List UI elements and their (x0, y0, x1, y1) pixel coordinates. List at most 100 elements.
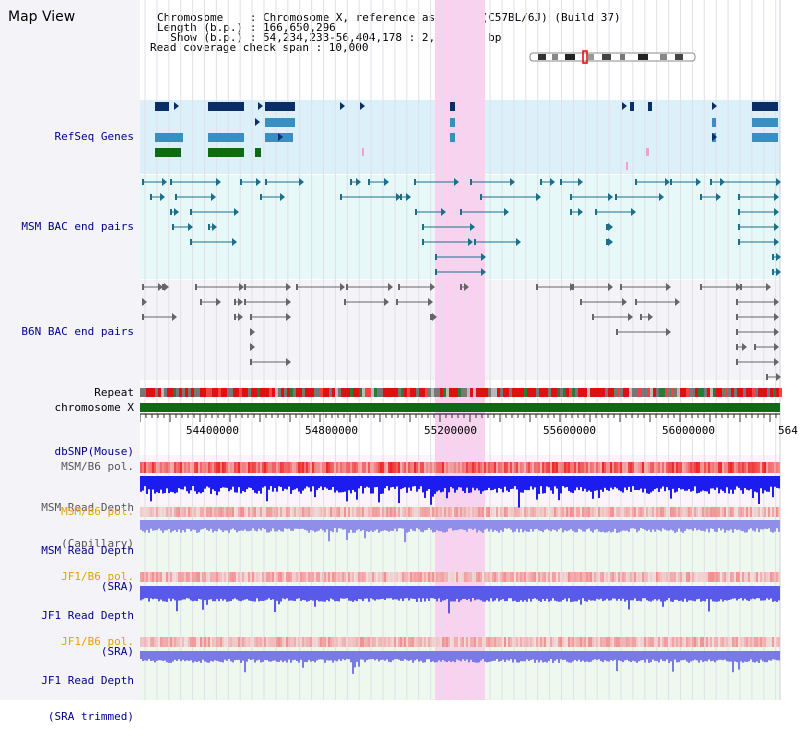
chromosome-ideogram[interactable] (529, 50, 696, 64)
polymorphism-cell (234, 462, 236, 473)
polymorphism-cell (380, 507, 382, 517)
polymorphism-cell (596, 637, 598, 647)
track-label-refseq-genes[interactable]: RefSeq Genes (54, 130, 134, 143)
polymorphism-cell (750, 507, 752, 517)
polymorphism-cell (420, 507, 422, 517)
gene-arrow (278, 133, 283, 141)
map-view-canvas[interactable] (140, 0, 800, 700)
polymorphism-cell (226, 637, 228, 647)
polymorphism-cell (682, 572, 684, 582)
polymorphism-cell (280, 462, 282, 473)
polymorphism-cell (590, 462, 592, 473)
polymorphism-cell (146, 637, 148, 647)
polymorphism-cell (180, 507, 182, 517)
read-depth-bar (658, 651, 660, 663)
track-label-b6n-bac[interactable]: B6N BAC end pairs (21, 325, 134, 338)
b6n-bac-track[interactable] (142, 283, 781, 381)
repeat-segment (749, 388, 752, 397)
read-depth-bar (500, 476, 502, 489)
polymorphism-cell (636, 507, 638, 517)
read-depth-bar (380, 586, 382, 600)
polymorphism-cell (284, 507, 286, 517)
polymorphism-cell (202, 572, 204, 582)
b6n-bac-arrow (774, 313, 779, 321)
polymorphism-cell (562, 462, 564, 473)
track-label-msm-bac[interactable]: MSM BAC end pairs (21, 220, 134, 233)
polymorphism-cell (720, 637, 722, 647)
read-depth-bar (582, 476, 584, 492)
repeat-segment (317, 388, 320, 397)
read-depth-bar (400, 476, 402, 490)
b6n-bac-end (142, 314, 144, 320)
read-depth-bar (148, 476, 150, 490)
refseq-gene-track[interactable] (155, 102, 778, 170)
polymorphism-cell (212, 572, 214, 582)
polymorphism-cell (216, 637, 218, 647)
polymorphism-cell (272, 462, 274, 473)
read-depth-bar (522, 476, 524, 493)
track-label-msm-depth-sra[interactable]: MSM Read Depth (SRA) (41, 521, 134, 617)
polymorphism-cell (664, 507, 666, 517)
polymorphism-cell (290, 637, 292, 647)
read-depth-bar (560, 520, 562, 529)
read-depth-bar (760, 651, 762, 660)
read-depth-bar (330, 586, 332, 599)
read-depth-bar (510, 586, 512, 599)
read-depth-bar (654, 520, 656, 532)
repeat-segment (680, 388, 683, 397)
read-depth-bar (352, 476, 354, 490)
polymorphism-cell (376, 572, 378, 582)
read-depth-bar (242, 476, 244, 491)
track-label-dbsnp[interactable]: dbSNP(Mouse) (54, 445, 134, 458)
polymorphism-cell (496, 637, 498, 647)
b6n-bac-end (620, 284, 622, 290)
polymorphism-cell (178, 462, 180, 473)
track-label-jf1-depth-trimmed[interactable]: JF1 Read Depth (SRA trimmed) (41, 651, 134, 747)
polymorphism-cell (510, 507, 512, 517)
b6n-bac-arrow (666, 328, 671, 336)
read-depth-bar (452, 520, 454, 531)
polymorphism-cell (746, 637, 748, 647)
read-depth-bar (278, 651, 280, 662)
msm-bac-track[interactable] (142, 178, 781, 276)
track-label-jf1-depth-sra[interactable]: JF1 Read Depth (SRA) (41, 586, 134, 682)
polymorphism-cell (364, 637, 366, 647)
polymorphism-cell (462, 507, 464, 517)
polymorphism-cell (266, 572, 268, 582)
read-depth-bar (778, 586, 780, 601)
read-depth-bar (724, 476, 726, 493)
polymorphism-cell (312, 637, 314, 647)
polymorphism-cell (182, 507, 184, 517)
b6n-bac-arrow (158, 283, 163, 291)
read-depth-bar (390, 651, 392, 663)
read-depth-bar (376, 520, 378, 530)
read-depth-bar (776, 586, 778, 602)
read-depth-bar (564, 651, 566, 660)
read-depth-bar (532, 586, 534, 599)
read-depth-bar (386, 586, 388, 599)
read-depth-bar (494, 520, 496, 531)
polymorphism-cell (146, 462, 148, 473)
read-depth-bar (654, 651, 656, 661)
polymorphism-cell (710, 637, 712, 647)
polymorphism-cell (496, 462, 498, 473)
read-depth-bar (386, 476, 388, 487)
track-label-jf1-b6-pol: JF1/B6 pol. (61, 570, 134, 583)
polymorphism-cell (740, 507, 742, 517)
polymorphism-cell (266, 637, 268, 647)
polymorphism-cell (732, 572, 734, 582)
polymorphism-cell (684, 462, 686, 473)
polymorphism-cell (550, 572, 552, 582)
read-depth-bar (706, 520, 708, 529)
read-depth-bar (710, 520, 712, 529)
polymorphism-cell (382, 637, 384, 647)
b6n-bac-end (736, 299, 738, 305)
polymorphism-cell (372, 637, 374, 647)
polymorphism-cell (154, 637, 156, 647)
read-depth-bar (624, 476, 626, 488)
polymorphism-cell (310, 507, 312, 517)
repeat-segment (296, 388, 299, 397)
polymorphism-cell (584, 572, 586, 582)
read-depth-bar (666, 651, 668, 660)
polymorphism-cell (702, 637, 704, 647)
